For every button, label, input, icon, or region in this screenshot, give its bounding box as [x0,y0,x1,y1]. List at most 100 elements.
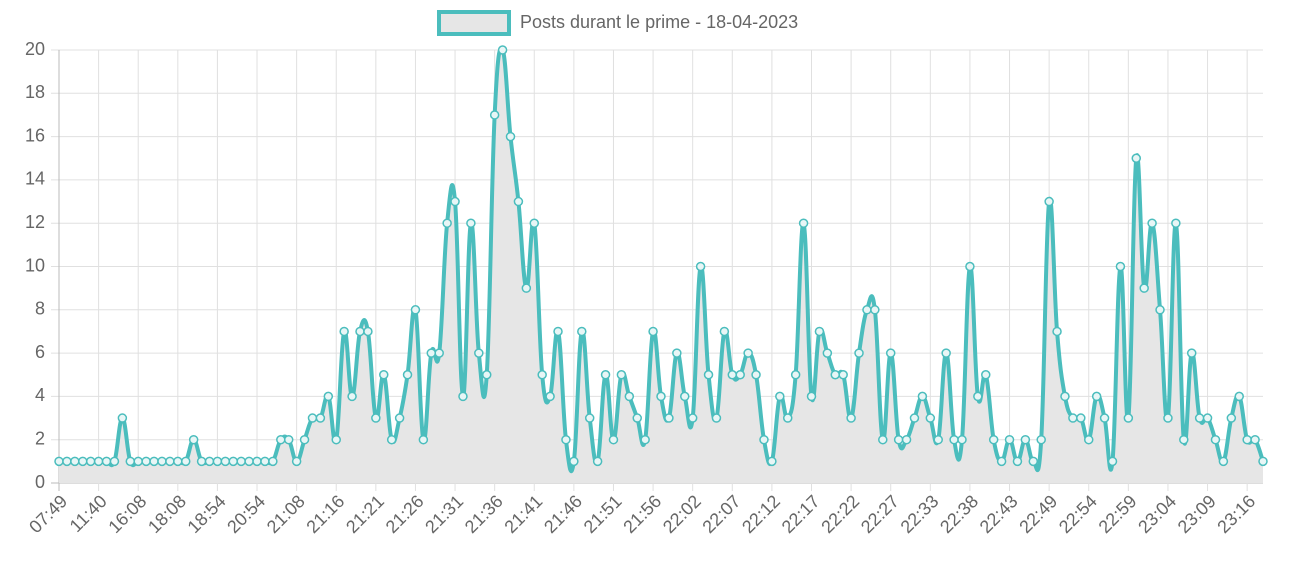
point [1044,196,1054,207]
point [569,456,579,467]
point [418,434,429,445]
point [228,456,239,467]
point [680,391,690,402]
point [1218,456,1229,467]
x-tick-label: 22:02 [659,491,705,537]
point [458,391,468,402]
x-tick-label: 22:38 [936,491,982,537]
point [711,413,722,423]
x-tick-label: 21:21 [342,491,388,537]
y-tick-label: 14 [25,169,45,189]
point [252,456,262,467]
point [648,326,658,337]
point [846,413,856,423]
point [173,456,183,467]
point [798,218,809,228]
x-tick-label: 18:54 [184,491,230,537]
point [1258,456,1268,467]
point [790,370,801,380]
y-tick-label: 16 [25,125,45,145]
point [291,456,302,467]
point [1171,218,1181,228]
point [481,370,492,380]
point [1107,456,1118,467]
point [283,434,294,445]
point [307,413,318,423]
legend[interactable]: Posts durant le prime - 18-04-2023 [437,10,798,36]
point [1004,434,1015,445]
point [363,326,373,337]
y-tick-label: 0 [35,472,45,492]
point [85,456,96,467]
x-tick-label: 22:27 [857,491,903,537]
x-tick-label: 21:31 [421,491,467,537]
point [759,434,769,445]
point [1226,413,1237,423]
point [751,370,761,380]
point [1036,434,1046,445]
point [703,370,714,380]
point [988,434,999,445]
x-tick-label: 07:49 [25,491,71,537]
x-tick-label: 20:54 [223,491,269,537]
legend-swatch [437,10,511,36]
point [664,413,674,423]
x-tick-label: 21:36 [461,491,507,537]
point [933,434,943,445]
point [814,326,825,337]
point [513,196,524,207]
x-tick-label: 18:08 [144,491,190,537]
point [125,456,136,467]
point [862,305,872,315]
legend-label: Posts durant le prime - 18-04-2023 [520,12,798,32]
point [584,413,595,423]
point [339,326,349,337]
point [521,283,532,293]
x-tick-label: 22:17 [778,491,824,537]
point [893,434,904,445]
x-tick-label: 22:07 [698,491,744,537]
x-tick-label: 22:59 [1095,491,1141,537]
point [1083,434,1094,445]
point [822,348,833,358]
point [537,370,547,380]
point [466,218,476,228]
point [180,456,191,467]
x-tick-label: 21:41 [500,491,546,537]
point [1060,391,1070,402]
point [204,456,215,467]
point [165,456,175,467]
point [1012,456,1023,467]
point [1076,413,1086,423]
point [553,326,563,337]
y-tick-label: 12 [25,212,45,232]
y-tick-label: 6 [35,342,45,362]
point [1139,283,1149,293]
x-tick-label: 22:49 [1015,491,1061,537]
point [1028,456,1039,467]
point [323,391,334,402]
point [474,348,484,358]
point [1179,434,1189,445]
point [885,348,896,358]
point [775,391,785,402]
point [497,45,508,55]
point [220,456,231,467]
point [917,391,928,402]
point [561,434,571,445]
point [1210,434,1221,445]
point [196,456,207,467]
point [529,218,540,228]
point [806,391,817,402]
point [838,370,848,380]
x-tick-label: 21:56 [619,491,665,537]
area [59,48,1263,484]
point [640,434,650,445]
point [973,391,983,402]
x-tick-label: 23:09 [1174,491,1220,537]
point [1131,153,1142,163]
point [1155,305,1165,315]
y-tick-label: 2 [35,428,45,448]
point [719,326,730,337]
